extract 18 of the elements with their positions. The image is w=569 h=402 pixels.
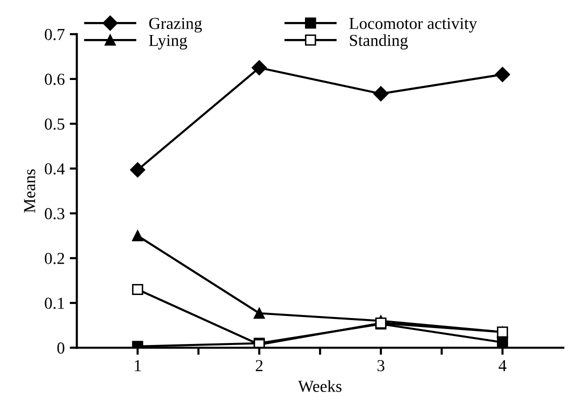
y-tick-label: 0.5 bbox=[44, 118, 64, 130]
y-tick-label: 0 bbox=[57, 342, 64, 354]
x-tick-label: 4 bbox=[498, 360, 506, 372]
x-axis-title: Weeks bbox=[298, 380, 342, 392]
legend-label: Lying bbox=[149, 34, 188, 50]
legend-label: Standing bbox=[350, 34, 408, 50]
y-tick-label: 0.7 bbox=[44, 28, 65, 40]
x-tick-label: 2 bbox=[256, 360, 262, 372]
legend-label: Locomotor activity bbox=[349, 18, 478, 33]
y-axis-title: Means bbox=[24, 169, 36, 213]
y-tick-label: 0.1 bbox=[44, 298, 64, 309]
y-tick-label: 0.2 bbox=[44, 252, 64, 264]
y-tick-label: 0.6 bbox=[44, 74, 65, 85]
y-tick-label: 0.4 bbox=[44, 163, 65, 175]
legend-label: Grazing bbox=[149, 18, 202, 33]
x-tick-label: 3 bbox=[378, 360, 384, 372]
y-tick-label: 0.3 bbox=[44, 208, 64, 220]
x-tick-label: 1 bbox=[134, 360, 141, 372]
